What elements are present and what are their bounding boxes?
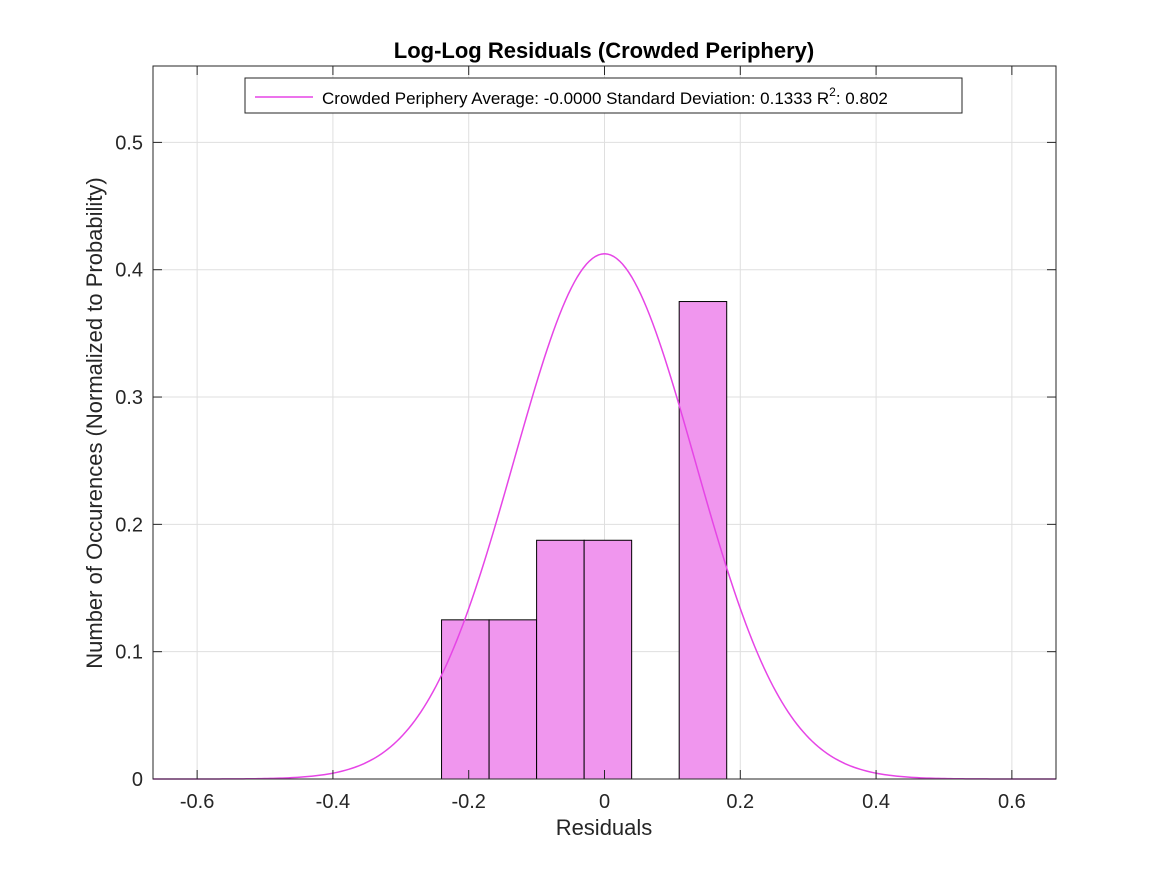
- x-tick-labels: -0.6 -0.4 -0.2 0 0.2 0.4 0.6: [180, 791, 1026, 813]
- axis-ticks: [153, 66, 1056, 780]
- y-tick-label: 0.2: [115, 514, 143, 536]
- x-tick-label: 0.4: [862, 791, 890, 813]
- histogram-bar: [583, 539, 633, 780]
- fit-curve-line: [153, 253, 1056, 780]
- legend-entry: Crowded Periphery Average: -0.0000 Stand…: [322, 85, 888, 108]
- y-tick-label: 0.3: [115, 387, 143, 409]
- y-tick-labels: 0 0.1 0.2 0.3 0.4 0.5: [115, 132, 143, 791]
- x-tick-label: 0: [599, 791, 610, 813]
- legend-suffix: : 0.802: [836, 89, 888, 108]
- histogram-bars: [441, 301, 728, 780]
- y-tick-label: 0.4: [115, 260, 143, 282]
- x-tick-label: -0.6: [180, 791, 214, 813]
- y-axis-label: Number of Occurences (Normalized to Prob…: [82, 177, 107, 669]
- legend-label: Crowded Periphery Average: -0.0000 Stand…: [322, 89, 829, 108]
- legend-box: [244, 77, 963, 114]
- chart-title: Log-Log Residuals (Crowded Periphery): [394, 38, 814, 63]
- y-tick-label: 0: [132, 769, 143, 791]
- normal-fit-curve: [153, 253, 1056, 780]
- x-tick-label: 0.6: [998, 791, 1026, 813]
- x-tick-label: 0.2: [726, 791, 754, 813]
- x-tick-label: -0.2: [451, 791, 485, 813]
- legend-superscript: 2: [829, 85, 836, 99]
- y-tick-label: 0.5: [115, 132, 143, 154]
- x-axis-label: Residuals: [556, 815, 653, 840]
- histogram-bar: [441, 619, 490, 780]
- histogram-bar: [488, 619, 538, 780]
- histogram-bar: [678, 301, 728, 780]
- legend: Crowded Periphery Average: -0.0000 Stand…: [244, 77, 963, 114]
- x-tick-label: -0.4: [316, 791, 350, 813]
- histogram-bar: [536, 539, 585, 780]
- y-tick-label: 0.1: [115, 642, 143, 664]
